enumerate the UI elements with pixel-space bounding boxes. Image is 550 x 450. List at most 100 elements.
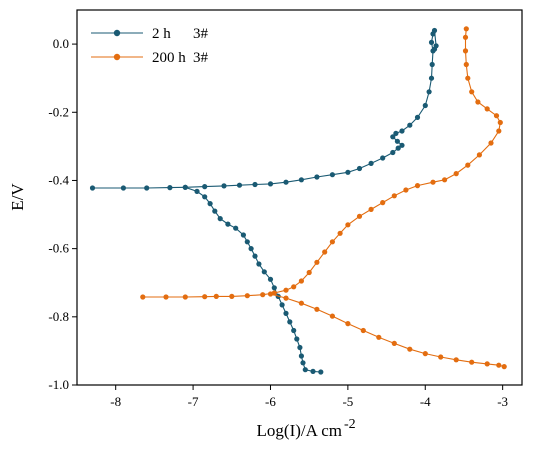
data-point: [465, 162, 471, 168]
data-point: [140, 294, 146, 300]
data-point: [279, 302, 285, 308]
data-point: [144, 185, 150, 191]
y-tick-label: -0.4: [48, 172, 69, 187]
x-axis-title-superscript: -2: [344, 417, 356, 432]
data-point: [236, 182, 243, 188]
y-tick-label: -0.8: [48, 309, 69, 324]
data-point: [256, 261, 262, 267]
data-point: [414, 183, 421, 189]
axis-ticks: -8 -7 -6 -5 -4 -3 0.0 -0.2 -0.4 -0.6 -0.8 -1.0: [48, 36, 508, 409]
data-point: [376, 334, 382, 340]
data-point: [233, 225, 239, 231]
x-axis-title: Log(I)/A cm: [257, 421, 342, 440]
data-point: [356, 165, 363, 172]
data-point: [207, 201, 213, 207]
data-point: [391, 340, 397, 346]
legend-marker-2h: [113, 29, 121, 37]
data-point: [496, 362, 502, 368]
data-point: [469, 89, 475, 95]
data-point: [484, 361, 490, 367]
x-tick-label: -3: [497, 394, 508, 409]
series-line-200h-anodic: [142, 28, 501, 298]
data-point: [283, 310, 289, 316]
data-point: [391, 193, 397, 199]
data-point: [260, 292, 266, 298]
data-point: [442, 177, 448, 183]
data-point: [407, 346, 413, 352]
legend-label-2h: 2 h: [152, 26, 171, 42]
series-line-200h-cathodic: [270, 293, 505, 368]
data-point: [298, 300, 304, 306]
data-point: [163, 294, 169, 300]
data-point: [399, 142, 405, 148]
data-point: [298, 177, 304, 183]
legend-marker-200h: [113, 53, 121, 61]
data-point: [345, 222, 351, 228]
legend-label-200h: 200 h: [152, 50, 186, 66]
data-point: [167, 185, 173, 191]
data-point: [89, 185, 96, 191]
data-point: [314, 306, 320, 312]
data-point: [283, 179, 289, 185]
data-point: [212, 208, 218, 214]
data-point: [314, 259, 320, 265]
data-point: [497, 119, 503, 126]
data-point: [267, 276, 274, 282]
y-tick-label: -1.0: [48, 377, 69, 392]
series-line-2h-anodic: [92, 28, 437, 189]
data-point: [345, 321, 351, 327]
data-point: [202, 184, 208, 190]
data-point: [182, 184, 188, 190]
data-point: [329, 313, 335, 319]
data-point: [120, 185, 126, 191]
data-point: [465, 75, 471, 81]
data-point: [463, 61, 469, 68]
data-point: [393, 130, 399, 136]
series-line-2h-cathodic: [185, 186, 321, 373]
data-point: [403, 187, 409, 193]
legend-sample-2h: 3#: [193, 26, 209, 42]
data-point: [267, 181, 274, 187]
data-point: [380, 155, 386, 161]
x-tick-label: -8: [110, 394, 121, 409]
legend: 2 h 3# 200 h 3#: [91, 26, 209, 66]
series-200h: [140, 26, 507, 370]
data-point: [298, 353, 304, 359]
data-point: [194, 188, 200, 194]
data-point: [463, 26, 469, 32]
data-point: [399, 128, 405, 134]
data-point: [426, 89, 432, 95]
data-point: [225, 221, 231, 227]
data-point: [294, 336, 300, 342]
data-point: [438, 354, 444, 360]
x-tick-label: -5: [342, 394, 353, 409]
data-point: [462, 34, 469, 40]
data-point: [475, 99, 481, 105]
data-point: [345, 169, 351, 175]
data-point: [329, 172, 335, 178]
data-point: [453, 171, 459, 177]
data-point: [390, 134, 396, 140]
data-point: [202, 294, 208, 300]
x-tick-label: -7: [188, 394, 199, 409]
data-point: [300, 360, 306, 366]
data-point: [453, 357, 459, 363]
data-point: [431, 46, 438, 52]
data-point: [428, 39, 435, 46]
data-point: [318, 369, 324, 375]
data-point: [380, 200, 386, 206]
data-point: [291, 327, 297, 334]
data-point: [422, 102, 428, 109]
data-point: [217, 216, 223, 222]
data-point: [306, 269, 312, 276]
data-point: [430, 179, 436, 185]
data-point: [244, 239, 250, 245]
data-point: [213, 293, 219, 299]
data-point: [287, 319, 293, 325]
data-point: [248, 246, 254, 252]
data-point: [240, 232, 246, 238]
data-point: [368, 206, 374, 212]
data-point: [252, 253, 258, 259]
